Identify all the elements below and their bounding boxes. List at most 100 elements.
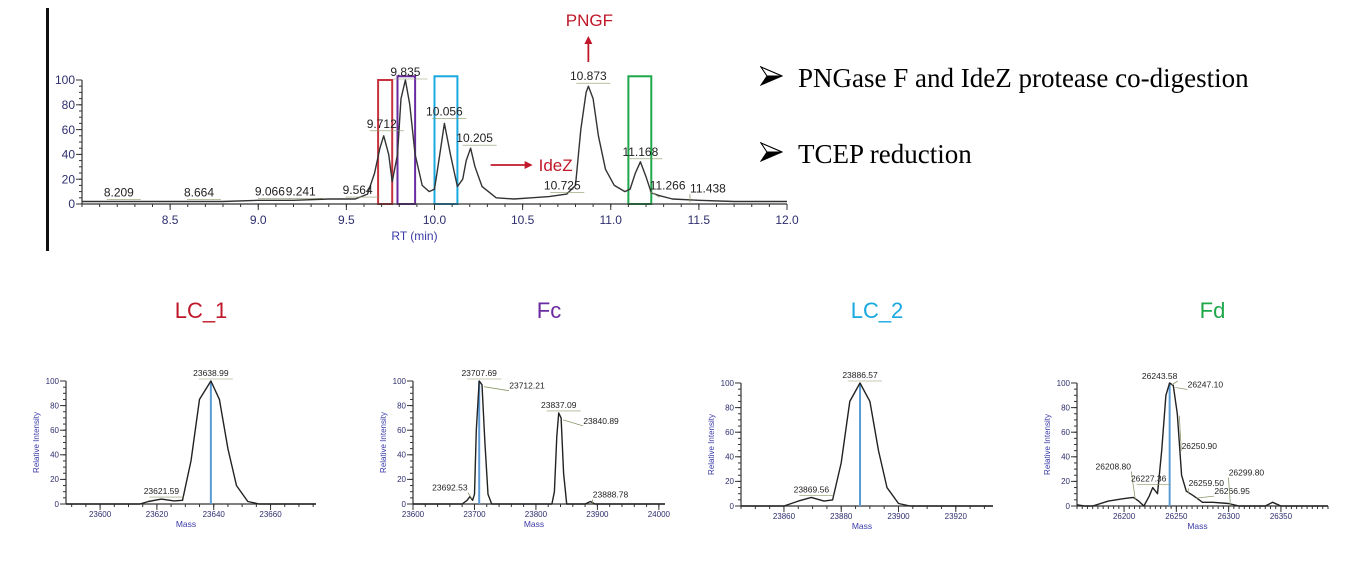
x-tick-label: 24000 bbox=[648, 510, 671, 519]
y-tick-label: 80 bbox=[50, 401, 59, 410]
peak-label-leader bbox=[1175, 387, 1188, 390]
lc2-chart: LC_2 23860 23880 23900 23920 0 20 40 60 80 100 Mass… bbox=[707, 298, 993, 531]
peak-label-leader bbox=[1178, 415, 1182, 451]
x-axis-label: Mass bbox=[524, 519, 544, 529]
chromatogram-chart: 8.5 9.0 9.5 10.0 10.5 11.0 11.5 12.0 0 20 40 60 80 10… bbox=[55, 65, 799, 243]
x-tick-label: 23700 bbox=[463, 510, 486, 519]
peak-label: 26243.58 bbox=[1142, 371, 1178, 381]
y-tick-label: 40 bbox=[397, 451, 406, 460]
peak-label: 9.835 bbox=[390, 65, 420, 79]
peak-label: 23840.89 bbox=[583, 416, 619, 426]
x-tick-label: 23660 bbox=[259, 510, 282, 519]
chart-title: LC_2 bbox=[851, 298, 904, 323]
y-tick-label: 80 bbox=[1061, 403, 1070, 412]
y-tick-label: 60 bbox=[397, 426, 406, 435]
peak-label: 8.209 bbox=[104, 186, 134, 200]
chart-title: Fd bbox=[1200, 298, 1226, 323]
y-axis-label: Relative Intensity bbox=[32, 412, 41, 473]
peak-label-leader bbox=[649, 190, 660, 198]
chart-title: LC_1 bbox=[175, 298, 228, 323]
data-line bbox=[741, 382, 993, 507]
y-tick-label: 60 bbox=[725, 428, 734, 437]
arrowhead-bullet-icon bbox=[759, 139, 798, 170]
y-tick-label: 40 bbox=[62, 148, 76, 162]
y-tick-label: 40 bbox=[50, 451, 59, 460]
x-tick-label: 26200 bbox=[1113, 512, 1136, 521]
peak-label-leader bbox=[1130, 471, 1136, 500]
data-line bbox=[413, 380, 665, 505]
peak-label: 10.205 bbox=[456, 131, 493, 145]
y-tick-label: 0 bbox=[1066, 502, 1071, 511]
peak-label: 9.241 bbox=[286, 184, 316, 198]
peak-label: 10.725 bbox=[544, 178, 581, 192]
highlight-box-lc2 bbox=[433, 75, 459, 205]
y-tick-label: 80 bbox=[397, 401, 406, 410]
x-tick-label: 26300 bbox=[1218, 512, 1241, 521]
x-tick-label: 23920 bbox=[945, 512, 968, 521]
peak-label-leader bbox=[467, 492, 473, 499]
peak-label: 10.056 bbox=[426, 104, 463, 118]
y-tick-label: 100 bbox=[393, 377, 407, 386]
x-tick-label: 8.5 bbox=[162, 213, 179, 227]
peak-label: 26299.80 bbox=[1229, 468, 1265, 478]
peak-label: 8.664 bbox=[184, 186, 214, 200]
data-line bbox=[82, 79, 787, 203]
y-axis-label: Relative Intensity bbox=[379, 412, 388, 473]
y-tick-label: 0 bbox=[730, 502, 735, 511]
y-tick-label: 20 bbox=[397, 475, 406, 484]
x-tick-label: 23860 bbox=[773, 512, 796, 521]
peak-label: 9.066 bbox=[255, 184, 285, 198]
peak-label-leader bbox=[1171, 380, 1178, 386]
peak-label-leader bbox=[1228, 477, 1231, 506]
bullet-text: TCEP reduction bbox=[798, 138, 972, 169]
x-tick-label: 23800 bbox=[525, 510, 548, 519]
x-axis-label: Mass bbox=[1187, 521, 1207, 531]
y-tick-label: 0 bbox=[402, 500, 407, 509]
x-tick-label: 23640 bbox=[203, 510, 226, 519]
x-tick-label: 12.0 bbox=[775, 213, 799, 227]
peak-label: 26250.90 bbox=[1182, 441, 1218, 451]
y-tick-label: 100 bbox=[46, 377, 60, 386]
peak-label: 23888.78 bbox=[593, 490, 629, 500]
x-tick-label: 23620 bbox=[146, 510, 169, 519]
peak-label: 26266.95 bbox=[1214, 486, 1250, 496]
y-tick-label: 20 bbox=[1061, 477, 1070, 486]
fc-chart: Fc 23600 23700 23800 23900 24000 0 20 40 60 80 100 M… bbox=[379, 298, 671, 529]
data-line bbox=[1076, 382, 1328, 507]
y-axis-label: Relative Intensity bbox=[1043, 414, 1052, 475]
peak-label: 26227.36 bbox=[1131, 474, 1167, 484]
peak-label-leader bbox=[562, 419, 584, 427]
x-tick-label: 9.0 bbox=[250, 213, 267, 227]
y-tick-label: 0 bbox=[68, 197, 75, 211]
y-tick-label: 40 bbox=[1061, 453, 1070, 462]
y-tick-label: 20 bbox=[725, 477, 734, 486]
x-axis-label: Mass bbox=[852, 521, 872, 531]
y-tick-label: 0 bbox=[55, 500, 60, 509]
y-tick-label: 40 bbox=[725, 453, 734, 462]
peak-label: 9.712 bbox=[367, 117, 397, 131]
x-tick-label: 23900 bbox=[586, 510, 609, 519]
fd-chart: Fd 26200 26250 26300 26350 0 20 40 60 80 100 Mass Re… bbox=[1043, 298, 1329, 531]
y-tick-label: 20 bbox=[62, 172, 76, 186]
idez-arrow-head-icon bbox=[524, 161, 533, 169]
peak-label: 23712.21 bbox=[509, 381, 545, 391]
pngf-arrow-head-icon bbox=[584, 36, 593, 44]
bullet-list: PNGase F and IdeZ protease co-digestion … bbox=[759, 58, 1249, 210]
peak-label: 23869.56 bbox=[794, 484, 830, 494]
x-axis-label: RT (min) bbox=[391, 229, 437, 243]
x-tick-label: 26350 bbox=[1270, 512, 1293, 521]
y-tick-label: 60 bbox=[50, 426, 59, 435]
x-tick-label: 23600 bbox=[89, 510, 112, 519]
x-tick-label: 10.5 bbox=[511, 213, 535, 227]
y-tick-label: 100 bbox=[55, 73, 75, 87]
y-tick-label: 80 bbox=[62, 98, 76, 112]
peak-label: 26208.80 bbox=[1096, 461, 1132, 471]
peak-label: 23707.69 bbox=[461, 368, 497, 378]
peak-label-leader bbox=[1196, 495, 1215, 499]
y-tick-label: 100 bbox=[721, 379, 735, 388]
bullet-text: PNGase F and IdeZ protease co-digestion bbox=[798, 62, 1249, 93]
panel-divider-line bbox=[46, 8, 49, 251]
chart-title: Fc bbox=[537, 298, 561, 323]
bullet-item: PNGase F and IdeZ protease co-digestion bbox=[759, 58, 1249, 98]
